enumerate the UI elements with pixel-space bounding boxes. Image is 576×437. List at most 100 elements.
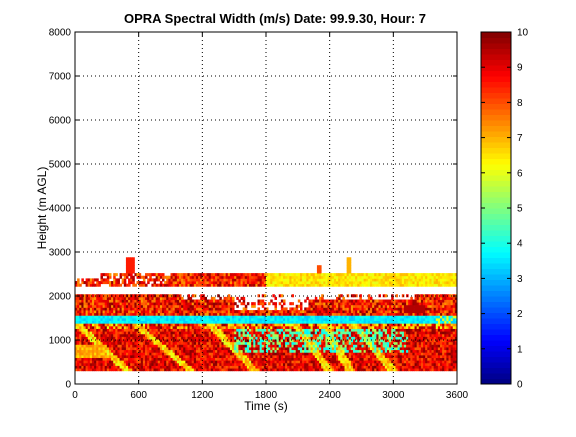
heatmap-cell bbox=[336, 368, 339, 372]
heatmap-cell bbox=[176, 323, 180, 327]
heatmap-cell bbox=[355, 362, 358, 366]
heatmap-cell bbox=[344, 344, 348, 348]
heatmap-cell bbox=[130, 323, 133, 327]
heatmap-cell bbox=[204, 344, 207, 348]
heatmap-cell bbox=[304, 275, 307, 279]
heatmap-cell bbox=[81, 278, 84, 282]
heatmap-cell bbox=[367, 360, 371, 364]
heatmap-cell bbox=[367, 347, 371, 351]
heatmap-cell bbox=[147, 299, 150, 303]
heatmap-cell bbox=[210, 307, 214, 311]
heatmap-cell bbox=[204, 362, 207, 366]
heatmap-cell bbox=[304, 368, 307, 372]
heatmap-cell bbox=[308, 333, 311, 337]
heatmap-cell bbox=[353, 354, 356, 358]
heatmap-cell bbox=[312, 341, 316, 345]
heatmap-cell bbox=[200, 320, 203, 324]
heatmap-cell bbox=[329, 320, 333, 324]
heatmap-cell bbox=[217, 302, 220, 306]
heatmap-cell bbox=[157, 325, 161, 329]
heatmap-cell bbox=[89, 344, 93, 348]
heatmap-cell bbox=[210, 310, 214, 314]
heatmap-cell bbox=[130, 312, 133, 316]
heatmap-cell bbox=[361, 283, 365, 287]
heatmap-cell bbox=[353, 336, 356, 340]
heatmap-cell bbox=[255, 328, 258, 332]
heatmap-cell bbox=[306, 323, 309, 327]
heatmap-cell bbox=[327, 310, 331, 314]
heatmap-cell bbox=[357, 368, 360, 372]
heatmap-cell bbox=[246, 357, 250, 361]
heatmap-cell bbox=[204, 296, 207, 300]
heatmap-cell bbox=[140, 339, 144, 343]
heatmap-cell bbox=[149, 357, 152, 361]
heatmap-cell bbox=[393, 360, 396, 364]
heatmap-cell bbox=[365, 299, 369, 303]
heatmap-cell bbox=[204, 325, 207, 329]
heatmap-cell bbox=[357, 278, 360, 282]
heatmap-cell bbox=[253, 341, 256, 345]
heatmap-cell bbox=[89, 333, 93, 337]
heatmap-cell bbox=[183, 331, 186, 335]
heatmap-cell bbox=[336, 339, 339, 343]
heatmap-cell bbox=[104, 360, 108, 364]
heatmap-cell bbox=[87, 349, 91, 353]
heatmap-cell bbox=[115, 299, 118, 303]
heatmap-cell bbox=[266, 333, 269, 337]
heatmap-cell bbox=[132, 352, 135, 356]
heatmap-cell bbox=[208, 310, 212, 314]
heatmap-cell bbox=[172, 307, 176, 311]
heatmap-cell bbox=[185, 275, 188, 279]
heatmap-cell bbox=[134, 347, 137, 351]
heatmap-cell bbox=[367, 281, 371, 285]
heatmap-cell bbox=[363, 360, 367, 364]
heatmap-cell bbox=[355, 344, 358, 348]
heatmap-cell bbox=[134, 357, 137, 361]
heatmap-cell bbox=[96, 283, 99, 287]
heatmap-cell bbox=[130, 265, 133, 269]
heatmap-cell bbox=[251, 347, 254, 351]
heatmap-cell bbox=[189, 312, 193, 316]
heatmap-cell bbox=[293, 354, 297, 358]
heatmap-cell bbox=[389, 347, 392, 351]
heatmap-cell bbox=[193, 365, 197, 369]
heatmap-cell bbox=[170, 360, 174, 364]
heatmap-cell bbox=[374, 299, 377, 303]
heatmap-cell bbox=[176, 336, 180, 340]
heatmap-cell bbox=[251, 344, 254, 348]
heatmap-cell bbox=[81, 368, 84, 372]
heatmap-cell bbox=[329, 318, 333, 322]
heatmap-cell bbox=[338, 333, 341, 337]
heatmap-cell bbox=[359, 302, 362, 306]
heatmap-cell bbox=[289, 336, 292, 340]
heatmap-cell bbox=[299, 318, 303, 322]
heatmap-cell bbox=[234, 275, 237, 279]
heatmap-cell bbox=[181, 323, 184, 327]
heatmap-cell bbox=[329, 333, 333, 337]
heatmap-cell bbox=[215, 283, 218, 287]
heatmap-cell bbox=[363, 307, 367, 311]
heatmap-cell bbox=[263, 273, 267, 277]
heatmap-cell bbox=[195, 307, 199, 311]
heatmap-cell bbox=[306, 360, 309, 364]
heatmap-cell bbox=[191, 362, 195, 366]
heatmap-cell bbox=[232, 341, 235, 345]
heatmap-cell bbox=[162, 312, 165, 316]
heatmap-cell bbox=[115, 296, 118, 300]
heatmap-cell bbox=[393, 339, 396, 343]
heatmap-cell bbox=[195, 357, 199, 361]
heatmap-cell bbox=[81, 304, 84, 308]
heatmap-cell bbox=[327, 336, 331, 340]
heatmap-cell bbox=[323, 349, 326, 353]
heatmap-cell bbox=[102, 368, 106, 372]
heatmap-cell bbox=[130, 262, 133, 266]
heatmap-cell bbox=[312, 362, 316, 366]
heatmap-cell bbox=[117, 365, 120, 369]
heatmap-cell bbox=[299, 349, 303, 353]
heatmap-cell bbox=[223, 275, 227, 279]
heatmap-cell bbox=[293, 310, 297, 314]
heatmap-cell bbox=[295, 360, 299, 364]
heatmap-cell bbox=[123, 347, 127, 351]
heatmap-cell bbox=[215, 328, 218, 332]
heatmap-cell bbox=[397, 315, 401, 319]
